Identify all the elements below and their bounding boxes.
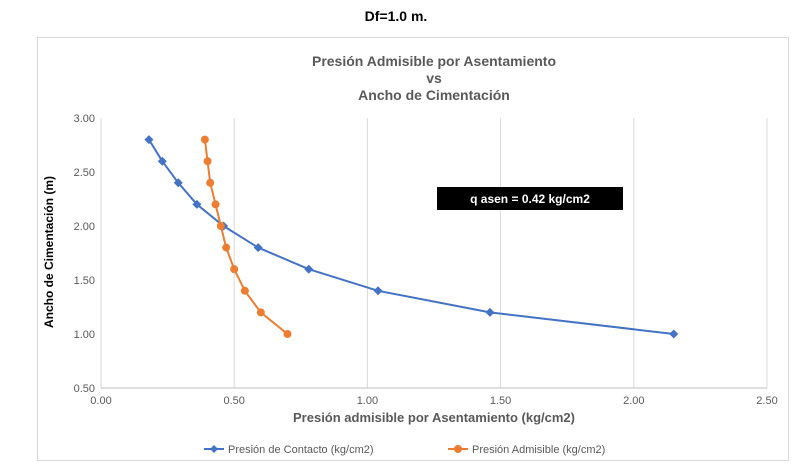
data-point <box>283 330 292 338</box>
data-point <box>206 178 215 187</box>
legend-marker-contacto <box>210 445 218 453</box>
data-point <box>669 329 679 339</box>
chart-title-line-3: Ancho de Cimentación <box>358 87 510 103</box>
data-point <box>144 135 154 145</box>
page-heading: Df=1.0 m. <box>364 8 428 24</box>
data-point <box>157 156 167 166</box>
legend-item-contacto: Presión de Contacto (kg/cm2) <box>204 444 374 456</box>
series-line-2 <box>203 139 289 335</box>
series-line-1 <box>148 139 674 335</box>
x-tick-label: 0.50 <box>223 395 244 407</box>
data-point <box>485 307 495 317</box>
legend-label-contacto: Presión de Contacto (kg/cm2) <box>228 444 374 456</box>
x-axis-title: Presión admisible por Asentamiento (kg/c… <box>293 410 575 425</box>
data-point <box>192 199 202 209</box>
data-point <box>304 264 314 274</box>
x-tick-label: 0.00 <box>90 395 111 407</box>
data-point <box>256 308 265 317</box>
y-tick-label: 1.00 <box>74 329 95 341</box>
x-tick-label: 2.00 <box>623 395 644 407</box>
chart-title-line-1: Presión Admisible por Asentamiento <box>312 53 556 69</box>
y-tick-label: 0.50 <box>74 383 95 395</box>
legend-marker-admisible <box>454 445 462 453</box>
y-tick-label: 2.00 <box>74 221 95 233</box>
legend-label-admisible: Presión Admisible (kg/cm2) <box>472 444 605 456</box>
x-tick-label: 1.00 <box>357 395 378 407</box>
y-tick-label: 1.50 <box>74 275 95 287</box>
y-axis-title: Ancho de Cimentación (m) <box>42 176 56 328</box>
data-point <box>253 243 263 253</box>
data-point <box>373 286 383 296</box>
y-tick-label: 3.00 <box>74 113 95 125</box>
data-point <box>230 265 239 274</box>
data-point <box>216 222 225 230</box>
legend: Presión de Contacto (kg/cm2) Presión Adm… <box>204 444 605 456</box>
data-point <box>200 135 209 144</box>
data-point <box>203 157 212 166</box>
x-tick-label: 2.50 <box>756 395 777 407</box>
data-point <box>173 178 183 188</box>
chart-title-line-2: vs <box>426 70 442 86</box>
y-tick-label: 2.50 <box>74 167 95 179</box>
x-tick-label: 1.50 <box>490 395 511 407</box>
data-point <box>211 200 220 209</box>
annotation-box: q asen = 0.42 kg/cm2 <box>437 187 623 210</box>
annotation-text: q asen = 0.42 kg/cm2 <box>470 192 590 206</box>
chart-frame <box>37 37 789 461</box>
legend-item-admisible: Presión Admisible (kg/cm2) <box>448 444 605 456</box>
data-point <box>240 286 249 295</box>
data-point <box>222 243 231 252</box>
